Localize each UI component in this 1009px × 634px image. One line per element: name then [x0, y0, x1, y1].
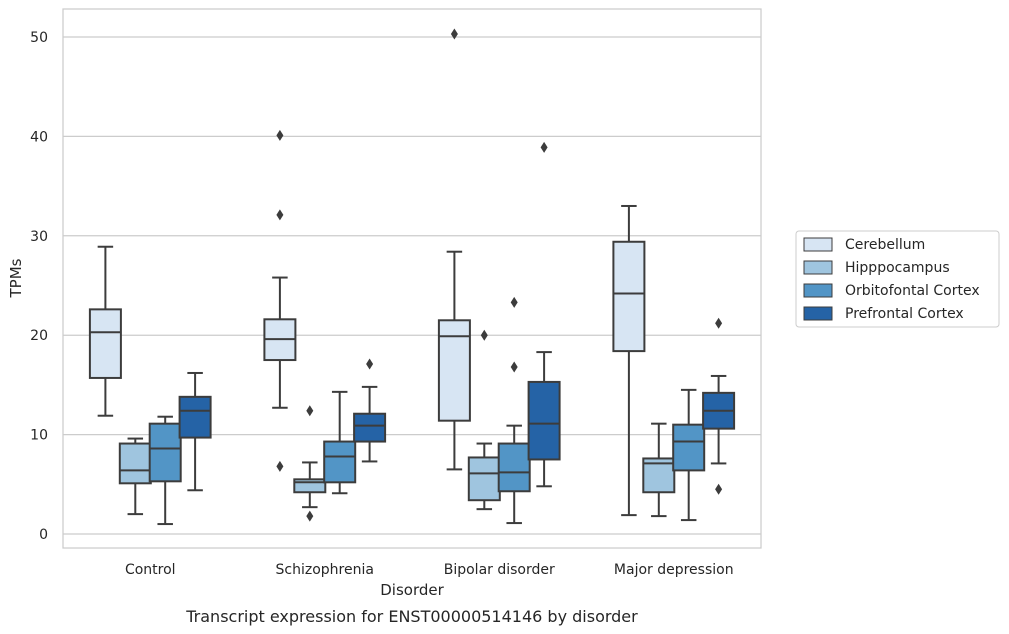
- box-group: [642, 422, 676, 518]
- x-tick-label: Schizophrenia: [276, 562, 374, 578]
- box-group: [88, 245, 122, 417]
- y-axis-title: TPMs: [7, 258, 25, 298]
- box: [612, 240, 646, 353]
- outlier-point: [480, 329, 488, 341]
- legend-label: Orbitofontal Cortex: [845, 283, 980, 299]
- x-tick-label: Bipolar disorder: [444, 562, 555, 578]
- y-tick-label: 50: [30, 30, 48, 46]
- y-tick-label: 20: [30, 328, 48, 344]
- outlier-point: [276, 460, 284, 472]
- outlier-point: [715, 483, 723, 495]
- box-group: [702, 317, 736, 495]
- legend-frame: [795, 230, 1000, 328]
- box: [497, 442, 531, 493]
- outlier-point: [306, 405, 314, 417]
- legend-swatch: [803, 283, 833, 298]
- box: [323, 440, 357, 484]
- outlier-point: [715, 317, 723, 329]
- x-tick-label: Major depression: [614, 562, 734, 578]
- box: [353, 412, 387, 443]
- box: [178, 395, 212, 439]
- outlier-point: [276, 129, 284, 141]
- plot-frame: [62, 8, 762, 549]
- box-group: [178, 371, 212, 492]
- box-group: [467, 329, 501, 511]
- box: [88, 308, 122, 379]
- box: [527, 380, 561, 461]
- legend-label: Cerebellum: [845, 237, 925, 253]
- outlier-point: [540, 141, 548, 153]
- x-axis-title: Disorder: [380, 581, 444, 599]
- legend-swatch: [803, 260, 833, 275]
- box: [148, 422, 182, 483]
- legend-swatch: [803, 306, 833, 321]
- legend: Cerebellum Hipppocampus Orbitofontal Corte…: [795, 230, 1000, 328]
- legend-items: Cerebellum Hipppocampus Orbitofontal Corte…: [803, 237, 980, 322]
- box-group: [612, 204, 646, 517]
- box-group: [527, 141, 561, 488]
- chart-caption: Transcript expression for ENST0000051414…: [185, 607, 638, 626]
- box-group: [148, 415, 182, 526]
- outlier-point: [510, 296, 518, 308]
- box: [118, 442, 152, 485]
- box: [672, 423, 706, 472]
- y-tick-label: 10: [30, 428, 48, 444]
- y-tick-label: 40: [30, 129, 48, 145]
- x-tick-label: Control: [125, 562, 176, 578]
- box-group: [353, 358, 387, 463]
- legend-swatch: [803, 237, 833, 252]
- legend-label: Prefrontal Cortex: [845, 306, 964, 322]
- y-tick-label: 0: [39, 527, 48, 543]
- box-group: [293, 405, 327, 522]
- box-group: [437, 28, 471, 471]
- outlier-point: [510, 361, 518, 373]
- box: [293, 478, 327, 494]
- box-group: [323, 390, 357, 495]
- box-group: [672, 388, 706, 522]
- box: [467, 456, 501, 502]
- y-tick-labels: 0 10 20 30 40 50: [30, 30, 48, 543]
- legend-label: Hipppocampus: [845, 260, 950, 276]
- outlier-point: [276, 209, 284, 221]
- box-group: [497, 296, 531, 525]
- outlier-point: [450, 28, 458, 40]
- outlier-point: [366, 358, 374, 370]
- box-layer: [88, 28, 736, 526]
- y-tick-label: 30: [30, 229, 48, 245]
- outlier-point: [306, 510, 314, 522]
- box-group: [263, 129, 297, 472]
- box-group: [118, 437, 152, 516]
- x-tick-labels: Control Schizophrenia Bipolar disorder Majo…: [125, 562, 734, 578]
